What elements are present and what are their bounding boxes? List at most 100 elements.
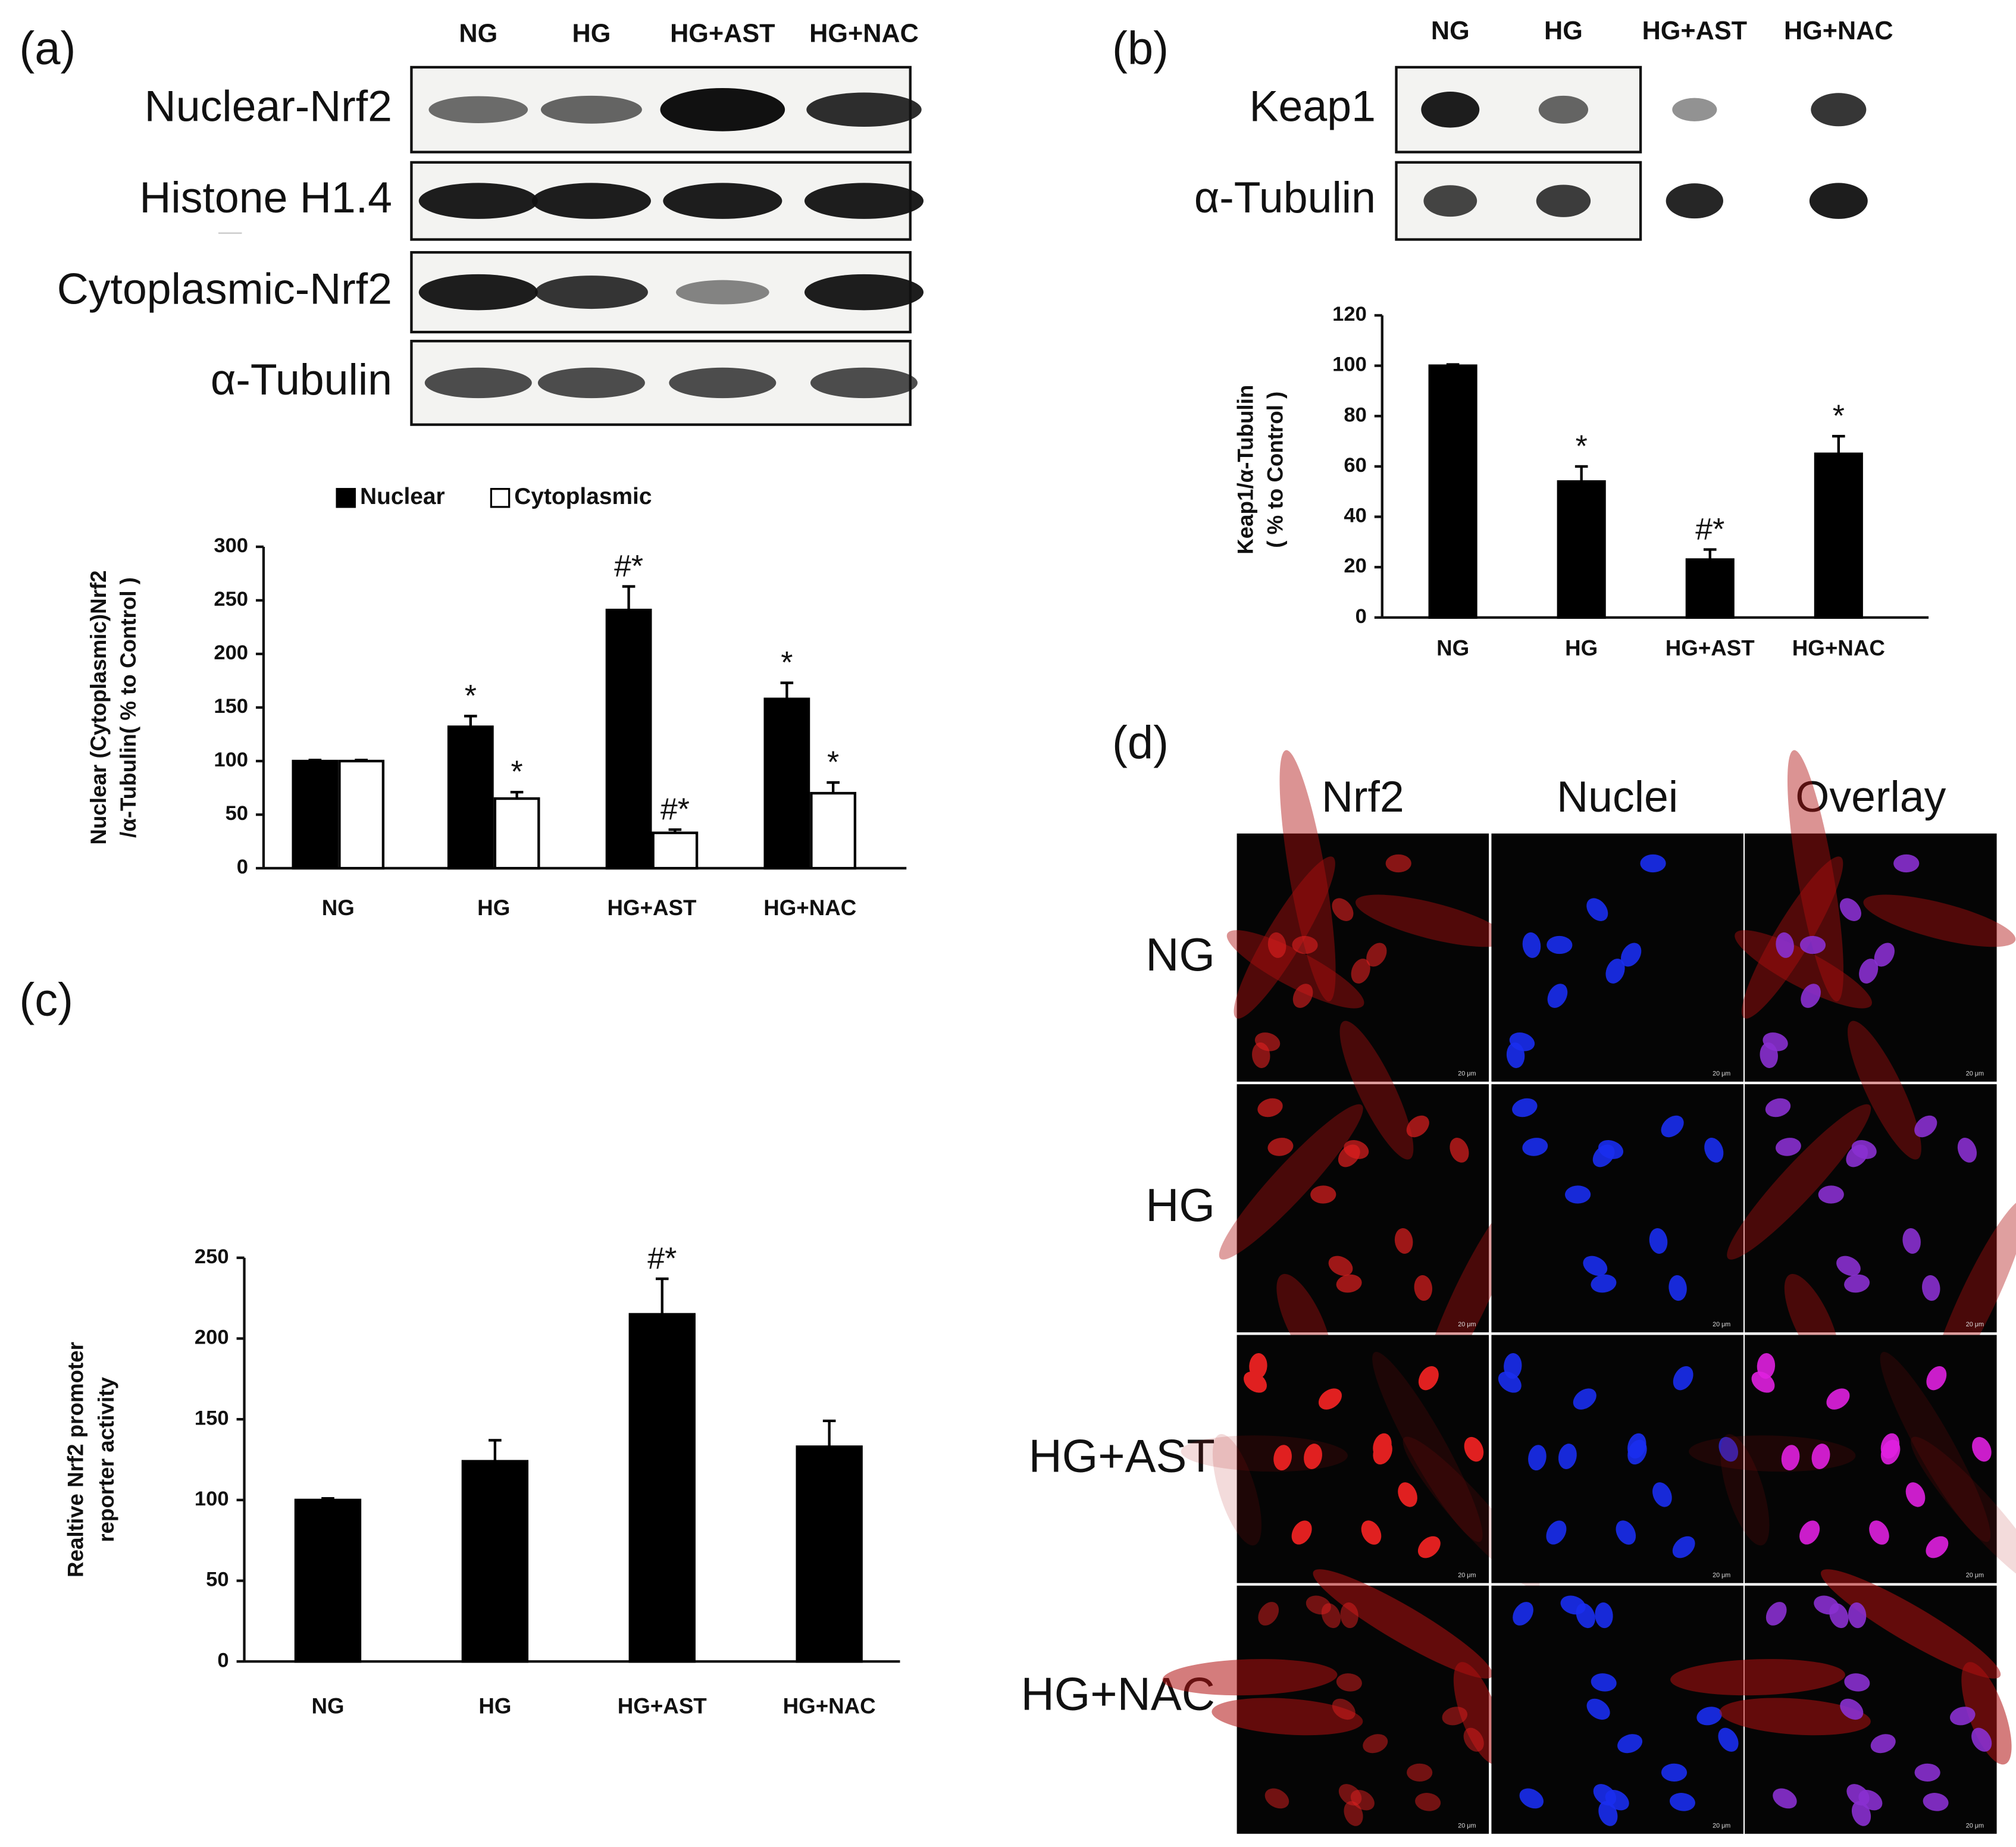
nucleus [1922,1275,1940,1301]
y-tick-label: 0 [217,1649,228,1671]
scale-bar-label: 20 μm [1966,1571,1984,1579]
cytoplasm [1735,930,1872,1009]
blot-band [418,274,538,311]
y-tick-label: 100 [195,1488,229,1510]
cytoplasm [1911,1436,2016,1589]
nucleus [1799,1520,1820,1545]
nucleus [1586,898,1608,921]
x-tick-label: HG+AST [1666,636,1755,660]
nucleus [1373,1439,1392,1465]
bar [461,1460,529,1663]
bar [796,1445,863,1663]
blot-band [1421,92,1480,128]
nucleus [1336,1274,1362,1293]
nucleus [1652,1482,1672,1507]
bar [338,759,385,870]
micrograph: 20 μm [1491,1084,1743,1333]
nucleus [1522,1138,1548,1156]
cytoplasm [1742,856,1843,1019]
nucleus [1513,1602,1533,1626]
legend-swatch [336,488,356,508]
nucleus [1765,1098,1791,1117]
nucleus [1363,1734,1388,1754]
cytoplasm [1880,1351,1991,1542]
nucleus [1616,1520,1636,1545]
nucleus [1267,932,1286,958]
nucleus [1836,1256,1861,1276]
nucleus [1573,1388,1596,1410]
nucleus [1859,959,1879,984]
nucleus [1760,1042,1778,1068]
x-tick-label: NG [311,1694,344,1718]
nucleus [1765,1602,1787,1626]
micrograph: 20 μm [1181,1335,1540,1589]
nucleus [1971,1727,1992,1752]
bar [294,1498,362,1663]
annotation: * [827,744,839,779]
x-tick-label: HG+NAC [783,1694,876,1718]
cytoplasm [1719,1698,1871,1736]
nucleus [1394,1228,1413,1254]
error-bar [510,791,524,799]
micrograph: 20 μm [1735,750,2016,1082]
x-tick-label: HG+AST [607,896,697,920]
x-tick-label: HG [1565,636,1598,660]
nucleus [1840,1698,1864,1720]
y-tick-label: 40 [1344,505,1366,527]
nucleus [1398,1482,1417,1507]
annotation: * [781,645,793,680]
blot-row-label: Nuclear-Nrf2 [145,82,392,131]
nucleus [1718,1727,1739,1752]
nucleus [1328,1256,1353,1276]
lane-label: HG [1544,17,1583,45]
lane-label: HG+NAC [809,19,919,48]
bar [652,831,699,870]
y-tick-label: 200 [214,641,248,664]
blot-row-label: α-Tubulin [211,355,392,404]
x-tick-label: HG [477,896,510,920]
nucleus [1586,1698,1610,1720]
nucleus [1351,959,1370,984]
nucleus [1560,1595,1586,1615]
lane-label: HG+NAC [1784,17,1893,45]
cytoplasm [1339,1020,1414,1160]
scale-bar-label: 20 μm [1713,1070,1730,1078]
y-tick-label: 120 [1332,303,1367,325]
y-tick-label: 80 [1344,403,1366,426]
bar [628,1313,696,1663]
nucleus [1926,1536,1949,1558]
error-bar [464,715,477,727]
annotation: * [465,678,477,713]
blot-band [663,183,782,219]
nucleus [1914,1763,1940,1782]
cytoplasm [1162,1659,1338,1696]
bar [763,697,810,870]
panel-label: (c) [19,975,73,1026]
nucleus [1366,943,1387,967]
nucleus [1640,854,1666,873]
nucleus [1583,1256,1608,1276]
y-tick-label: 150 [195,1407,229,1429]
nucleus [1292,935,1318,954]
nucleus [1417,1536,1441,1558]
nucleus [1546,1520,1567,1545]
blot-band [428,96,528,123]
y-tick-label: 250 [214,588,248,611]
row-label: NG [1145,929,1215,981]
annotation: * [1576,428,1588,463]
y-tick-label: 150 [214,695,248,718]
blot-row-label: Cytoplasmic-Nrf2 [57,264,392,313]
error-bar [355,759,368,762]
bar [292,759,339,870]
x-tick-label: NG [322,896,355,920]
cytoplasm [1219,1104,1363,1260]
nucleus [1528,1445,1547,1471]
y-tick-label: 50 [206,1569,228,1591]
nucleus [1668,1275,1687,1301]
x-tick-label: HG+NAC [763,896,856,920]
cytoplasm [1226,930,1364,1009]
cytoplasm [1961,1662,2012,1765]
y-tick-label: 100 [1332,353,1367,376]
nucleus [1757,1353,1776,1379]
